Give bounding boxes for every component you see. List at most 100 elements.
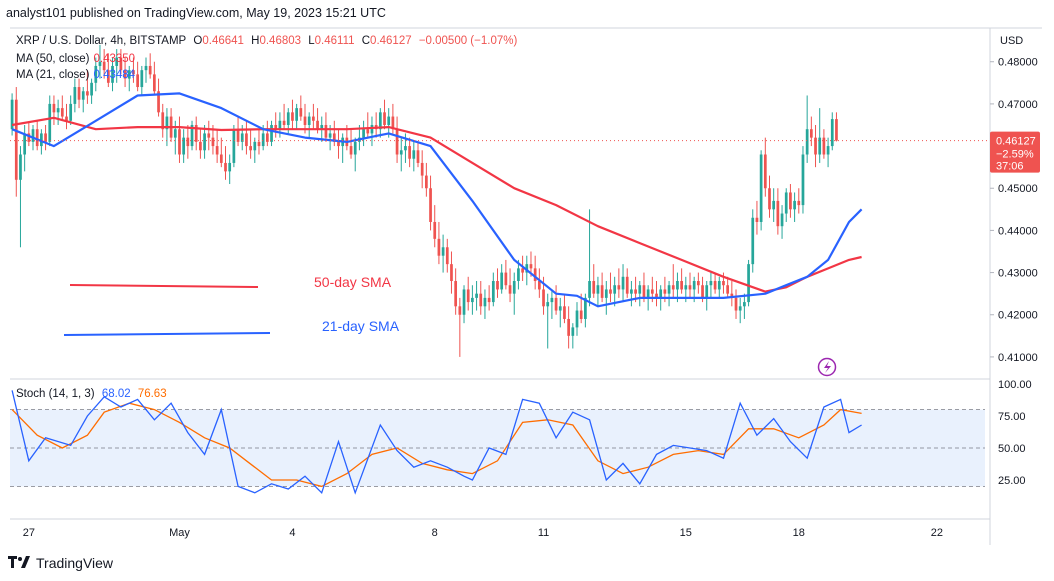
price-tag-countdown: 37:06	[996, 161, 1024, 173]
candle-body	[412, 150, 416, 159]
candle-body	[395, 129, 399, 155]
tradingview-mark-icon	[8, 555, 30, 571]
candle-body	[508, 285, 512, 294]
candle-body	[102, 61, 106, 71]
candle-body	[475, 293, 478, 298]
candle-body	[730, 293, 734, 298]
price-tick-label: 0.41000	[998, 352, 1038, 364]
candle-body	[115, 57, 119, 66]
candle-body	[232, 129, 236, 163]
candle-body	[441, 247, 445, 256]
lightning-badge-icon	[817, 357, 837, 377]
candle-body	[391, 116, 395, 130]
low-label: L	[308, 35, 315, 47]
open-label: O	[193, 35, 203, 47]
candle-body	[592, 281, 596, 294]
candle-body	[136, 74, 139, 88]
price-tick-label: 0.47000	[998, 99, 1038, 111]
candle-body	[751, 217, 755, 265]
candle-body	[797, 200, 801, 206]
stoch-tick-label: 75.00	[998, 411, 1026, 423]
candle-body	[73, 87, 77, 104]
candle-body	[483, 297, 487, 307]
candle-body	[818, 137, 822, 155]
candle-body	[454, 281, 458, 307]
candle-body	[617, 285, 621, 290]
candle-body	[768, 188, 771, 210]
candle-body	[759, 154, 763, 222]
candle-body	[830, 119, 834, 147]
candle-body	[215, 146, 219, 155]
candle-body	[111, 65, 114, 83]
ma21-line	[11, 92, 863, 308]
ma21-label: MA (21, close)	[16, 69, 90, 81]
price-tick-label: 0.45000	[998, 183, 1038, 195]
candle-body	[567, 318, 570, 336]
candle-body	[332, 133, 336, 142]
price-tag-value: 0.46127	[996, 136, 1036, 148]
candle-body	[173, 129, 177, 138]
candle-body	[491, 281, 495, 303]
stoch-k-line	[11, 390, 862, 495]
candle-body	[86, 91, 89, 96]
candle-body	[261, 133, 265, 147]
candle-body	[178, 129, 181, 155]
candle-body	[579, 310, 583, 319]
annotation-ma50-line	[69, 284, 259, 288]
candle-body	[90, 82, 93, 96]
candle-body	[596, 285, 600, 294]
candle-body	[537, 281, 541, 290]
candle-body	[291, 112, 294, 121]
low-value: 0.46111	[314, 35, 355, 47]
candle-body	[521, 268, 524, 273]
stoch-legend[interactable]: Stoch (14, 1, 3) 68.02 76.63	[16, 388, 171, 400]
ma50-value: 0.43350	[93, 53, 136, 65]
candle-body	[713, 281, 717, 290]
candle-body	[613, 285, 617, 294]
ma21-value: 0.43484	[93, 69, 136, 81]
candle-body	[140, 70, 144, 88]
ma50-line	[11, 116, 862, 293]
candle-body	[738, 306, 742, 311]
candle-body	[153, 74, 156, 92]
candle-body	[487, 297, 491, 303]
candle-body	[809, 129, 813, 138]
candle-body	[625, 276, 629, 294]
candle-body	[512, 281, 516, 294]
candle-body	[696, 281, 700, 286]
candle-body	[119, 57, 123, 71]
price-tick-label: 0.48000	[998, 57, 1038, 69]
candle-body	[94, 65, 98, 83]
ma50-legend[interactable]: MA (50, close) 0.43350	[16, 53, 139, 65]
stoch-d-value: 76.63	[137, 388, 167, 400]
candle-body	[504, 272, 508, 286]
symbol-name[interactable]: XRP / U.S. Dollar, 4h, BITSTAMP	[16, 35, 187, 47]
price-tick-label: 0.44000	[998, 225, 1038, 237]
stoch-d-line	[11, 402, 862, 488]
candle-body	[194, 124, 198, 142]
candle-body	[801, 154, 805, 206]
candle-body	[680, 281, 683, 290]
time-tick-label: May	[169, 527, 190, 539]
price-tag-box	[990, 131, 1040, 173]
candle-body	[60, 108, 64, 117]
price-tag-change: −2.59%	[996, 149, 1034, 161]
candle-body	[295, 108, 299, 121]
candle-body	[471, 297, 474, 303]
candle-body	[404, 146, 407, 151]
candle-body	[634, 289, 637, 294]
candle-body	[65, 116, 68, 121]
candle-body	[249, 146, 252, 151]
candle-body	[722, 281, 725, 286]
ma21-legend[interactable]: MA (21, close) 0.43484	[16, 69, 139, 81]
stoch-tick-label: 50.00	[998, 443, 1026, 455]
open-value: 0.46641	[202, 35, 244, 47]
candle-body	[655, 293, 658, 298]
candle-body	[27, 133, 31, 142]
tradingview-logo[interactable]: TradingView	[8, 555, 113, 571]
candle-body	[370, 124, 374, 134]
candle-body	[772, 200, 776, 210]
candle-body	[123, 70, 127, 79]
publisher-line: analyst101 published on TradingView.com,…	[6, 6, 386, 20]
